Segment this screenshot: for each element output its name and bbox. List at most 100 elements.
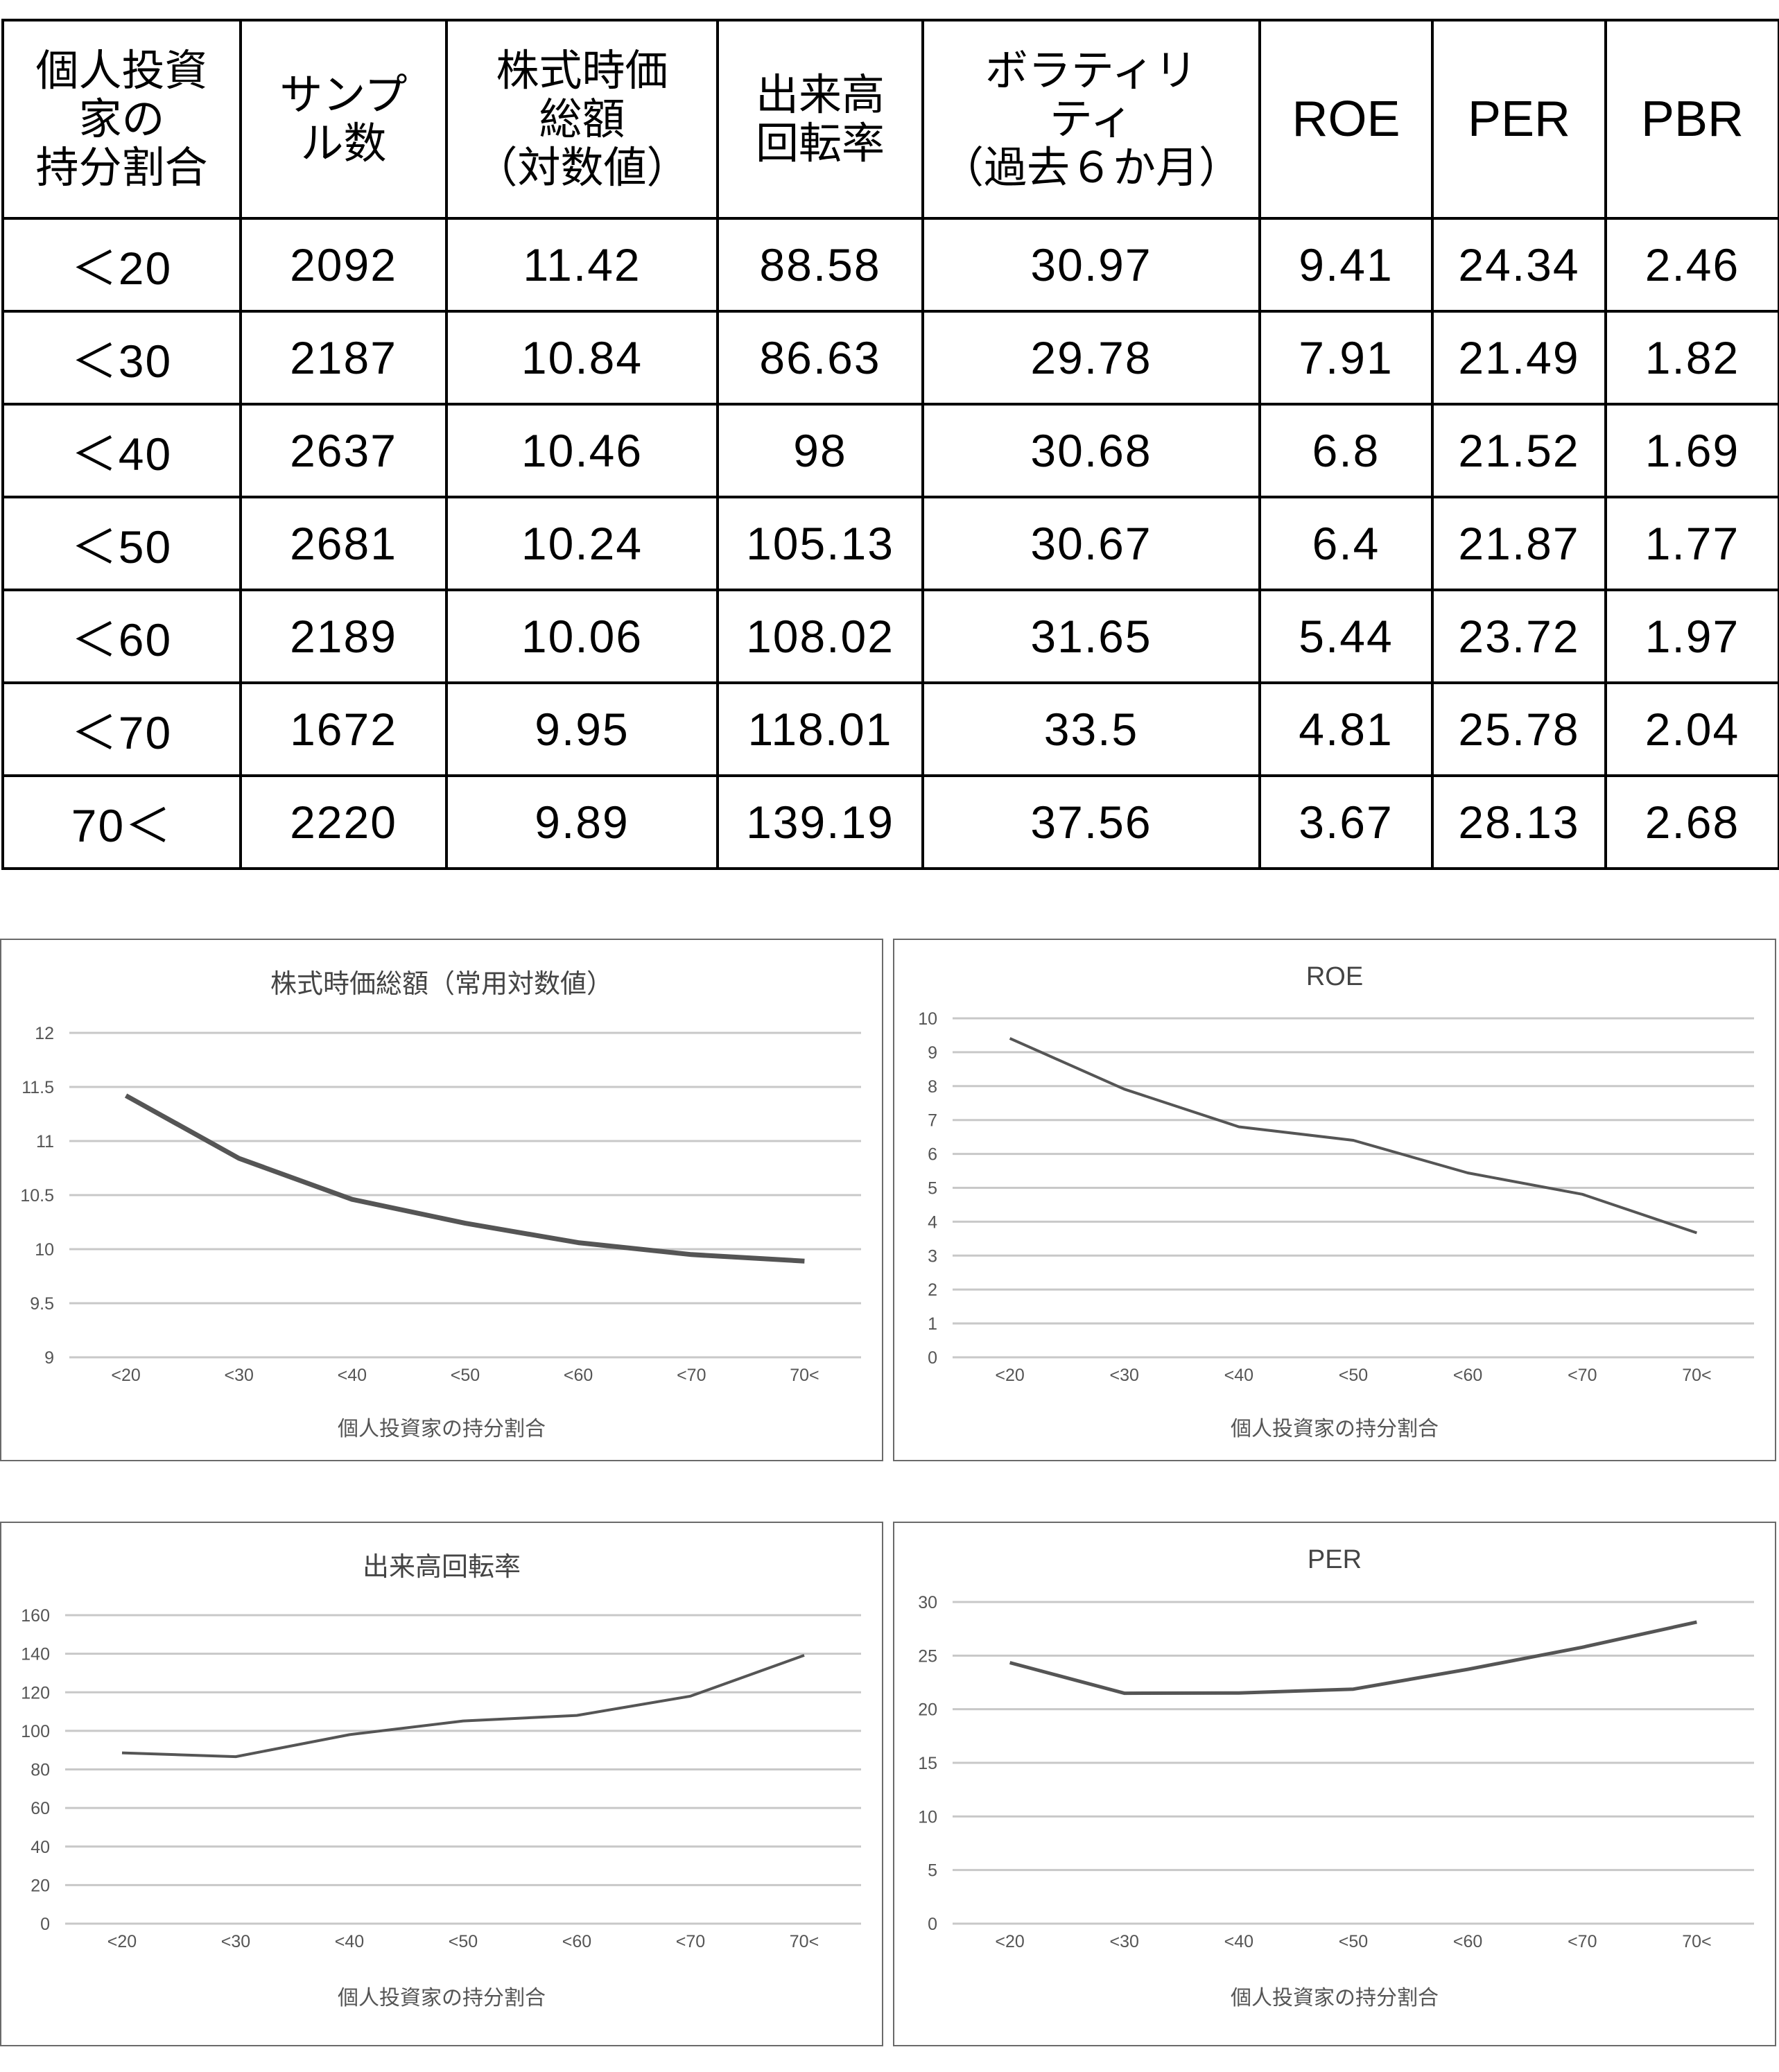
- table-cell: 24.34: [1431, 217, 1607, 313]
- table-row: ＜60 2189 10.06 108.02 31.65 5.44 23.72 1.97: [1, 589, 1779, 684]
- x-tick-label: 70<: [1682, 1366, 1711, 1385]
- header-roe: ROE: [1258, 19, 1434, 220]
- y-tick-label: 5: [928, 1861, 937, 1881]
- header-line: サンプ: [279, 69, 408, 120]
- y-tick-label: 9: [44, 1348, 54, 1368]
- header-line: （過去６か月）: [940, 142, 1242, 193]
- table-cell: 4.81: [1258, 681, 1434, 777]
- table-cell: 88.58: [716, 217, 924, 313]
- x-axis-label: 個人投資家の持分割合: [1231, 1417, 1439, 1441]
- x-tick-label: <70: [1568, 1366, 1597, 1385]
- table-cell: 30.68: [921, 403, 1261, 498]
- header-line: 家の: [78, 94, 165, 144]
- y-tick-label: 6: [928, 1145, 937, 1165]
- y-tick-label: 8: [928, 1077, 937, 1097]
- x-tick-label: <40: [1224, 1366, 1253, 1385]
- table-cell: 9.95: [445, 681, 719, 777]
- table-cell: 86.63: [716, 310, 924, 406]
- table-cell: 118.01: [716, 681, 924, 777]
- x-tick-label: 70<: [790, 1932, 819, 1951]
- y-tick-label: 25: [918, 1646, 937, 1666]
- table-cell: 2189: [239, 589, 448, 684]
- table-cell: 2092: [239, 217, 448, 313]
- table-cell: 6.8: [1258, 403, 1434, 498]
- chart-plot: 9 9.5 10 10.5 11 11.5 12 <20 <30 <40 <50 <60 <70 70<: [20, 1024, 861, 1385]
- table-cell: 25.78: [1431, 681, 1607, 777]
- chart-title: ROE: [1305, 962, 1364, 991]
- y-tick-label: 7: [928, 1111, 937, 1131]
- y-tick-label: 11.5: [21, 1078, 54, 1097]
- header-line: 持分割合: [35, 142, 208, 193]
- table-cell: 1.69: [1604, 403, 1779, 498]
- table-cell: 2.46: [1604, 217, 1779, 313]
- header-market-cap: 株式時価 総額 （対数値）: [445, 19, 719, 220]
- x-axis-label: 個人投資家の持分割合: [338, 1417, 546, 1441]
- table-row: ＜70 1672 9.95 118.01 33.5 4.81 25.78 2.04: [1, 681, 1779, 777]
- chart-plot: 0 5 10 15 20 25 30 <20 <30 <40 <50 <60 <70 70<: [918, 1593, 1754, 1951]
- y-tick-label: 10: [918, 1009, 937, 1029]
- x-axis-label: 個人投資家の持分割合: [338, 1986, 546, 2010]
- y-tick-label: 4: [928, 1212, 937, 1232]
- chart-plot: 0 1 2 3 4 5 6 7 8 9 10 <20 <30 <40 <50 <60 <70 70<: [918, 1009, 1754, 1385]
- chart-market-cap: 株式時価総額（常用対数値） 9 9.5 10 10.5 11 11.5 12 <20 <30 <4…: [0, 939, 883, 1461]
- x-tick-label: 70<: [1682, 1932, 1711, 1951]
- header-line: 出来高: [755, 69, 885, 120]
- table-cell: 7.91: [1258, 310, 1434, 406]
- x-tick-label: <50: [1339, 1932, 1368, 1951]
- x-tick-label: <70: [677, 1366, 706, 1385]
- y-tick-label: 5: [928, 1179, 937, 1199]
- header-line: ル数: [300, 118, 387, 168]
- x-tick-label: <30: [221, 1932, 250, 1951]
- table-cell: 30.97: [921, 217, 1261, 313]
- x-tick-label: <30: [1110, 1932, 1139, 1951]
- table-row: ＜20 2092 11.42 88.58 30.97 9.41 24.34 2.46: [1, 217, 1779, 313]
- y-tick-label: 0: [928, 1348, 937, 1368]
- header-per: PER: [1431, 19, 1607, 220]
- header-turnover: 出来高 回転率: [716, 19, 924, 220]
- header-line: PBR: [1640, 92, 1744, 147]
- chart-turnover: 出来高回転率 0 20 40 60 80 100 120 140 160 <20 <30 <40 <50…: [0, 1522, 883, 2046]
- x-tick-label: <70: [1568, 1932, 1597, 1951]
- table-cell: 139.19: [716, 774, 924, 870]
- header-line: ROE: [1292, 92, 1400, 147]
- table-cell: 6.4: [1258, 496, 1434, 591]
- y-tick-label: 11: [36, 1132, 54, 1151]
- y-tick-label: 2: [928, 1280, 937, 1300]
- table-cell: 2220: [239, 774, 448, 870]
- table-cell: 1.82: [1604, 310, 1779, 406]
- x-tick-label: <60: [564, 1366, 593, 1385]
- y-tick-label: 30: [918, 1593, 937, 1612]
- table-cell: 11.42: [445, 217, 719, 313]
- y-tick-label: 20: [918, 1700, 937, 1720]
- table-row: ＜50 2681 10.24 105.13 30.67 6.4 21.87 1.77: [1, 496, 1779, 591]
- table-cell: 9.89: [445, 774, 719, 870]
- chart-title: PER: [1307, 1545, 1362, 1574]
- y-tick-label: 80: [31, 1761, 50, 1780]
- header-volatility: ボラティリ ティ （過去６か月）: [921, 19, 1261, 220]
- table-cell: ＜30: [1, 310, 242, 406]
- table-cell: 108.02: [716, 589, 924, 684]
- header-line: 総額: [539, 94, 625, 144]
- x-tick-label: 70<: [790, 1366, 819, 1385]
- y-tick-label: 140: [21, 1645, 50, 1664]
- statistics-table: 個人投資 家の 持分割合 サンプ ル数 株式時価 総額 （対数値） 出来高 回転…: [1, 19, 1779, 870]
- y-tick-label: 12: [35, 1024, 54, 1043]
- x-tick-label: <40: [335, 1932, 364, 1951]
- table-cell: 21.87: [1431, 496, 1607, 591]
- table-cell: 98: [716, 403, 924, 498]
- table-row: ＜30 2187 10.84 86.63 29.78 7.91 21.49 1.82: [1, 310, 1779, 406]
- y-tick-label: 15: [918, 1754, 937, 1773]
- x-tick-label: <50: [1339, 1366, 1368, 1385]
- table-row: 70＜ 2220 9.89 139.19 37.56 3.67 28.13 2.68: [1, 774, 1779, 870]
- y-tick-label: 3: [928, 1246, 937, 1266]
- header-line: ボラティリ: [984, 45, 1198, 96]
- table-cell: 37.56: [921, 774, 1261, 870]
- y-tick-label: 120: [21, 1683, 50, 1703]
- x-tick-label: <30: [225, 1366, 254, 1385]
- table-row: ＜40 2637 10.46 98 30.68 6.8 21.52 1.69: [1, 403, 1779, 498]
- table-cell: 2681: [239, 496, 448, 591]
- table-cell: 5.44: [1258, 589, 1434, 684]
- y-tick-label: 10: [918, 1807, 937, 1827]
- table-cell: ＜40: [1, 403, 242, 498]
- table-cell: ＜20: [1, 217, 242, 313]
